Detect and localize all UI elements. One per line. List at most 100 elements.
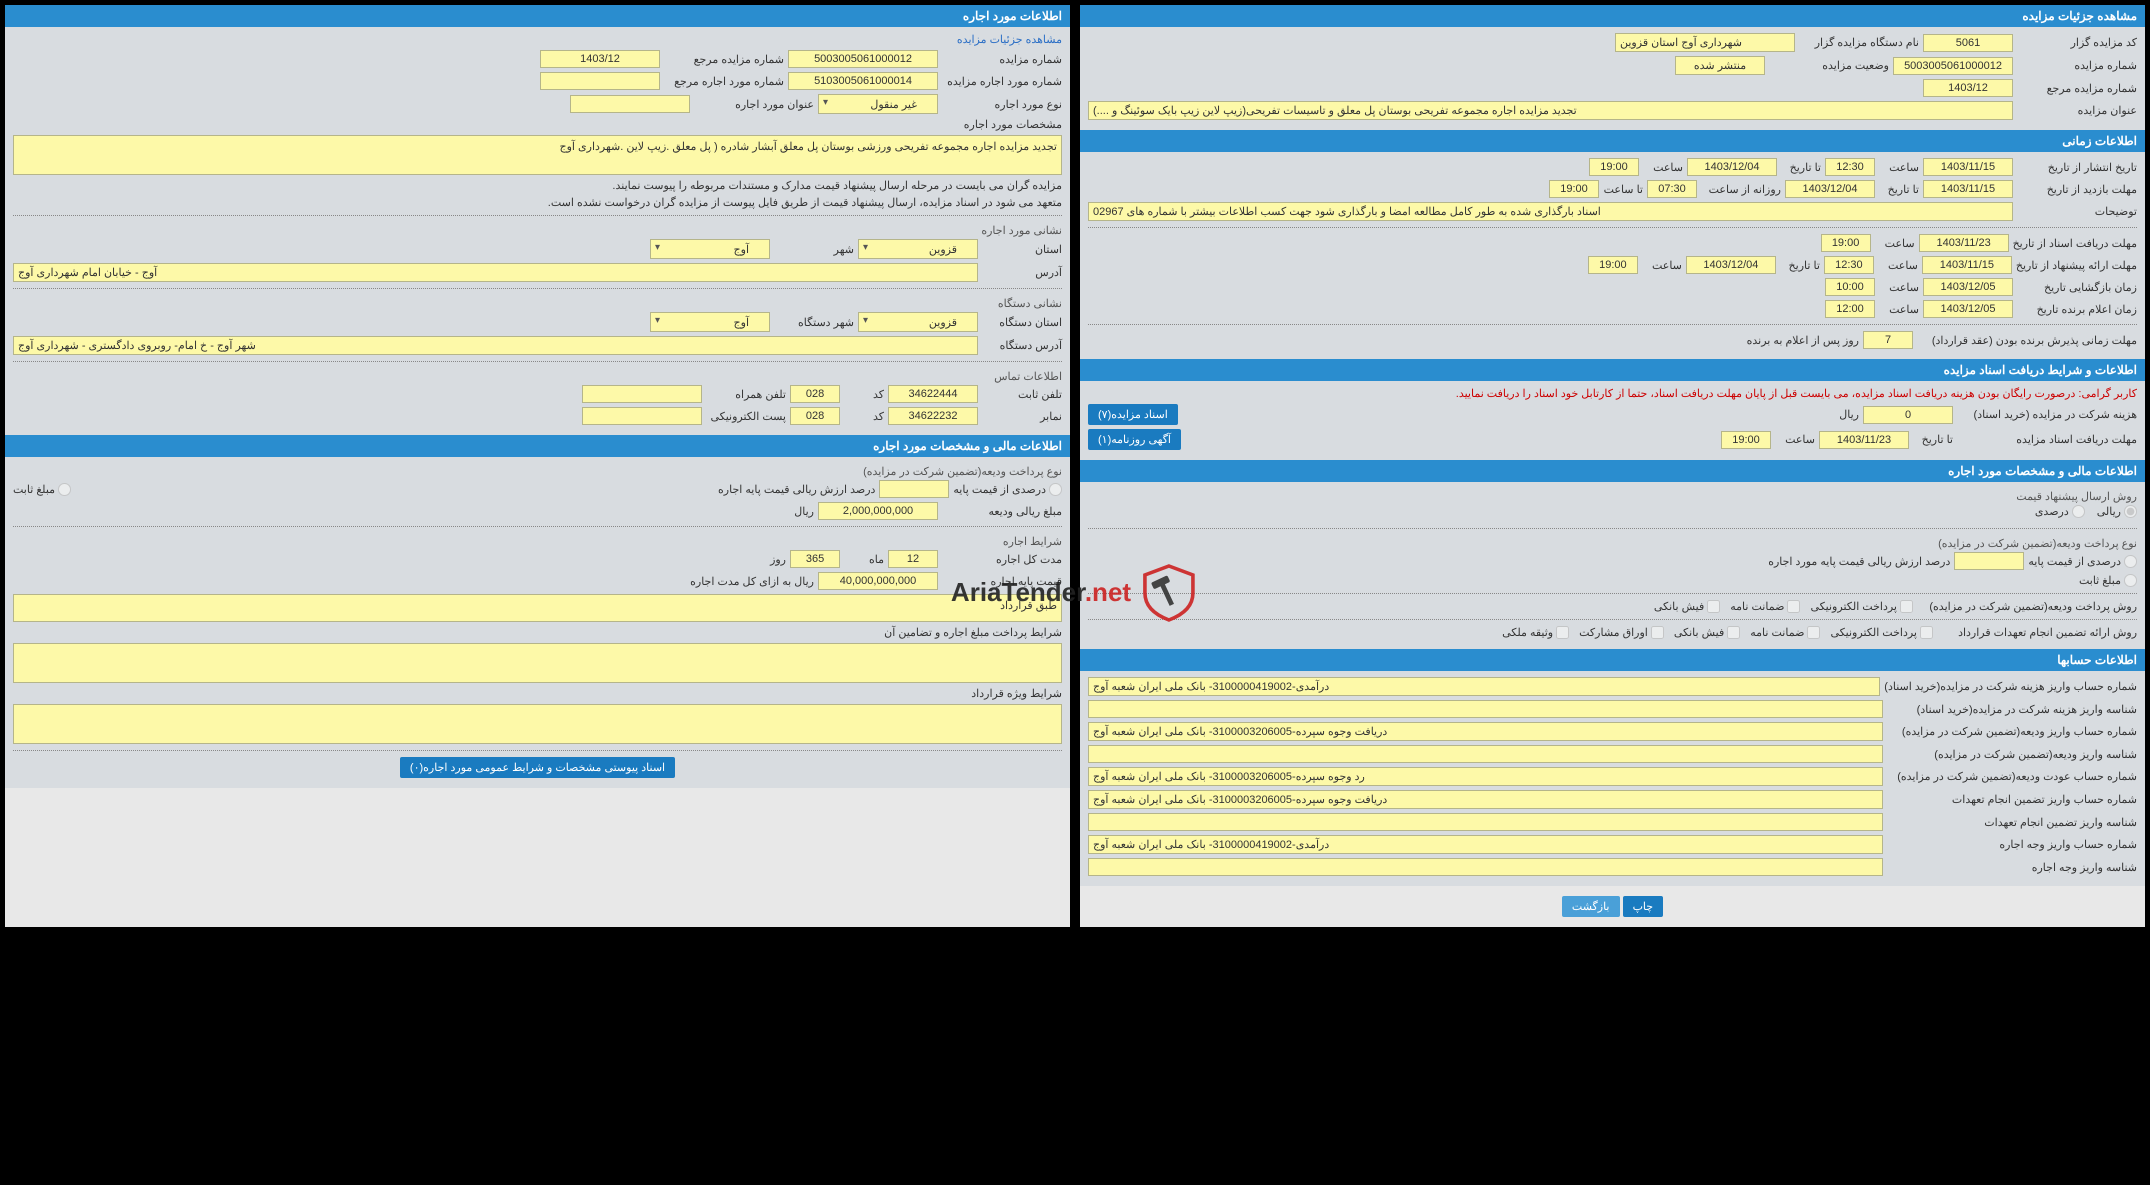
phone-label: تلفن ثابت xyxy=(982,388,1062,401)
offer-to-date: 1403/12/04 xyxy=(1686,256,1776,274)
pay-cond-textarea[interactable] xyxy=(13,643,1062,683)
chk-bond-label: اوراق مشارکت xyxy=(1579,626,1648,639)
section-lease-body: مشاهده جزئیات مزایده شماره مزایده 500300… xyxy=(5,27,1070,435)
chk-bond[interactable]: اوراق مشارکت xyxy=(1579,626,1664,639)
base-pct-field xyxy=(1954,552,2024,570)
contract-label: طبق قرارداد xyxy=(1000,600,1057,612)
org-address-field: شهر آوج - خ امام- روبروی دادگستری - شهرد… xyxy=(13,336,978,355)
fee-field: 0 xyxy=(1863,406,1953,424)
chk-bankslip2[interactable]: فیش بانکی xyxy=(1674,626,1740,639)
email-label: پست الکترونیکی xyxy=(706,410,786,423)
lease-no: 5103005061000014 xyxy=(788,72,938,90)
org-city-select[interactable]: آوج xyxy=(650,312,770,332)
acc3-field: دریافت وجوه سپرده-3100003206005- بانک مل… xyxy=(1088,722,1883,741)
province-label: استان xyxy=(982,243,1062,256)
pub-to-date: 1403/12/04 xyxy=(1687,158,1777,176)
section-time-body: تاریخ انتشار از تاریخ 1403/11/15 ساعت 12… xyxy=(1080,152,2145,359)
fee-unit: ریال xyxy=(1819,408,1859,421)
l-radio-base-pct-label: درصدی از قیمت پایه xyxy=(953,483,1046,496)
time-label-2: ساعت xyxy=(1643,161,1683,174)
acc5-field: رد وجوه سپرده-3100003206005- بانک ملی ای… xyxy=(1088,767,1883,786)
ref-no-label: شماره مزایده مرجع xyxy=(2017,82,2137,95)
detail-link[interactable]: مشاهده جزئیات مزایده xyxy=(957,33,1062,46)
time-label-5: ساعت xyxy=(1642,259,1682,272)
city-select[interactable]: آوج xyxy=(650,239,770,259)
deposit-rial-label: مبلغ ریالی ودیعه xyxy=(942,505,1062,518)
separator-5 xyxy=(1088,619,2137,620)
section-doc-cond-header: اطلاعات و شرایط دریافت اسناد مزایده xyxy=(1080,359,2145,381)
l-auction-no-label: شماره مزایده xyxy=(942,53,1062,66)
acc3-label: شماره حساب واریز ودیعه(تضمین شرکت در مزا… xyxy=(1887,725,2137,738)
winner-date: 1403/12/05 xyxy=(1923,300,2013,318)
acc2-field xyxy=(1088,700,1883,718)
attachments-button[interactable]: اسناد پیوستی مشخصات و شرایط عمومی مورد ا… xyxy=(400,757,675,778)
l-radio-base-pct[interactable]: درصدی از قیمت پایه xyxy=(953,483,1062,496)
chk-guarantee[interactable]: ضمانت نامه xyxy=(1730,600,1800,613)
doc-deadline-date: 1403/11/23 xyxy=(1819,431,1909,449)
base-price-field: 40,000,000,000 xyxy=(818,572,938,590)
address-label: آدرس xyxy=(982,266,1062,279)
offer-from-date: 1403/11/15 xyxy=(1922,256,2012,274)
pub-from-label: تاریخ انتشار از تاریخ xyxy=(2017,161,2137,174)
print-button[interactable]: چاپ xyxy=(1623,896,1664,917)
org-addr-title: نشانی دستگاه xyxy=(13,295,1062,312)
offer-to-time: 19:00 xyxy=(1588,256,1638,274)
docs-button[interactable]: اسناد مزایده(۷) xyxy=(1088,404,1178,425)
visit-end-time: 19:00 xyxy=(1549,180,1599,198)
day-lbl: روز xyxy=(746,553,786,566)
section-finance-header: اطلاعات مالی و مشخصات مورد اجاره xyxy=(1080,460,2145,482)
lease-ref xyxy=(540,72,660,90)
visit-from-time: 07:30 xyxy=(1647,180,1697,198)
sep-l2 xyxy=(13,288,1062,289)
chk-guarantee2[interactable]: ضمانت نامه xyxy=(1750,626,1820,639)
org-province-select[interactable]: قزوین xyxy=(858,312,978,332)
radio-rial[interactable]: ریالی xyxy=(2097,505,2137,518)
pub-to-label: تا تاریخ xyxy=(1781,161,1821,174)
type-select[interactable]: غیر منقول xyxy=(818,94,938,114)
desc-field: اسناد بارگذاری شده به طور کامل مطالعه ام… xyxy=(1088,202,2013,221)
acc2-label: شناسه واریز هزینه شرکت در مزایده(خرید اس… xyxy=(1887,703,2137,716)
doc-from-date: 1403/11/23 xyxy=(1919,234,2009,252)
acc1-label: شماره حساب واریز هزینه شرکت در مزایده(خر… xyxy=(1884,680,2137,693)
right-panel: مشاهده جزئیات مزایده کد مزایده گزار 5061… xyxy=(1080,5,2145,927)
spec-textarea[interactable]: تجدید مزایده اجاره مجموعه تفریحی ورزشی ب… xyxy=(13,135,1062,175)
sep-l3 xyxy=(13,361,1062,362)
time-label-3: ساعت xyxy=(1875,237,1915,250)
rial-unit: ریال xyxy=(774,505,814,518)
ad-button[interactable]: آگهی روزنامه(۱) xyxy=(1088,429,1181,450)
contract-textarea[interactable]: طبق قرارداد xyxy=(13,594,1062,622)
separator xyxy=(1088,227,2137,228)
radio-rial-label: ریالی xyxy=(2097,505,2121,518)
acc9-field xyxy=(1088,858,1883,876)
note2: متعهد می شود در اسناد مزایده، ارسال پیشن… xyxy=(548,196,1062,209)
code-label2: کد xyxy=(844,410,884,423)
radio-percent[interactable]: درصدی xyxy=(2035,505,2085,518)
province-select[interactable]: قزوین xyxy=(858,239,978,259)
separator-4 xyxy=(1088,593,2137,594)
section-l-finance-body: نوع پرداخت ودیعه(تضمین شرکت در مزایده) د… xyxy=(5,457,1070,788)
l-radio-fixed[interactable]: مبلغ ثابت xyxy=(13,483,71,496)
org-code-field: 5061 xyxy=(1923,34,2013,52)
lease-ref-label: شماره مورد اجاره مرجع xyxy=(664,75,784,88)
per-lbl: ریال به ازای کل مدت اجاره xyxy=(674,575,814,588)
chk-property-label: وثیقه ملکی xyxy=(1502,626,1553,639)
mobile-field xyxy=(582,385,702,403)
base-pct-label2: درصد ارزش ریالی قیمت پایه مورد اجاره xyxy=(1768,555,1950,568)
section-accounts-body: شماره حساب واریز هزینه شرکت در مزایده(خر… xyxy=(1080,671,2145,886)
email-field xyxy=(582,407,702,425)
addr-title: نشانی مورد اجاره xyxy=(13,222,1062,239)
ref-no-field: 1403/12 xyxy=(1923,79,2013,97)
lease-no-label: شماره مورد اجاره مزایده xyxy=(942,75,1062,88)
special-cond-textarea[interactable] xyxy=(13,704,1062,744)
commit-label: روش ارائه تضمین انجام تعهدات قرارداد xyxy=(1937,626,2137,639)
subject-field: تجدید مزایده اجاره مجموعه تفریحی بوستان … xyxy=(1088,101,2013,120)
radio-fixed[interactable]: مبلغ ثابت xyxy=(2079,574,2137,587)
back-button[interactable]: بازگشت xyxy=(1562,896,1620,917)
chk-epay[interactable]: پرداخت الکترونیکی xyxy=(1810,600,1913,613)
chk-property[interactable]: وثیقه ملکی xyxy=(1502,626,1569,639)
chk-bankslip[interactable]: فیش بانکی xyxy=(1654,600,1720,613)
org-province-label: استان دستگاه xyxy=(982,316,1062,329)
months-field: 12 xyxy=(888,550,938,568)
radio-base-pct[interactable]: درصدی از قیمت پایه xyxy=(2028,555,2137,568)
chk-epay2[interactable]: پرداخت الکترونیکی xyxy=(1830,626,1933,639)
